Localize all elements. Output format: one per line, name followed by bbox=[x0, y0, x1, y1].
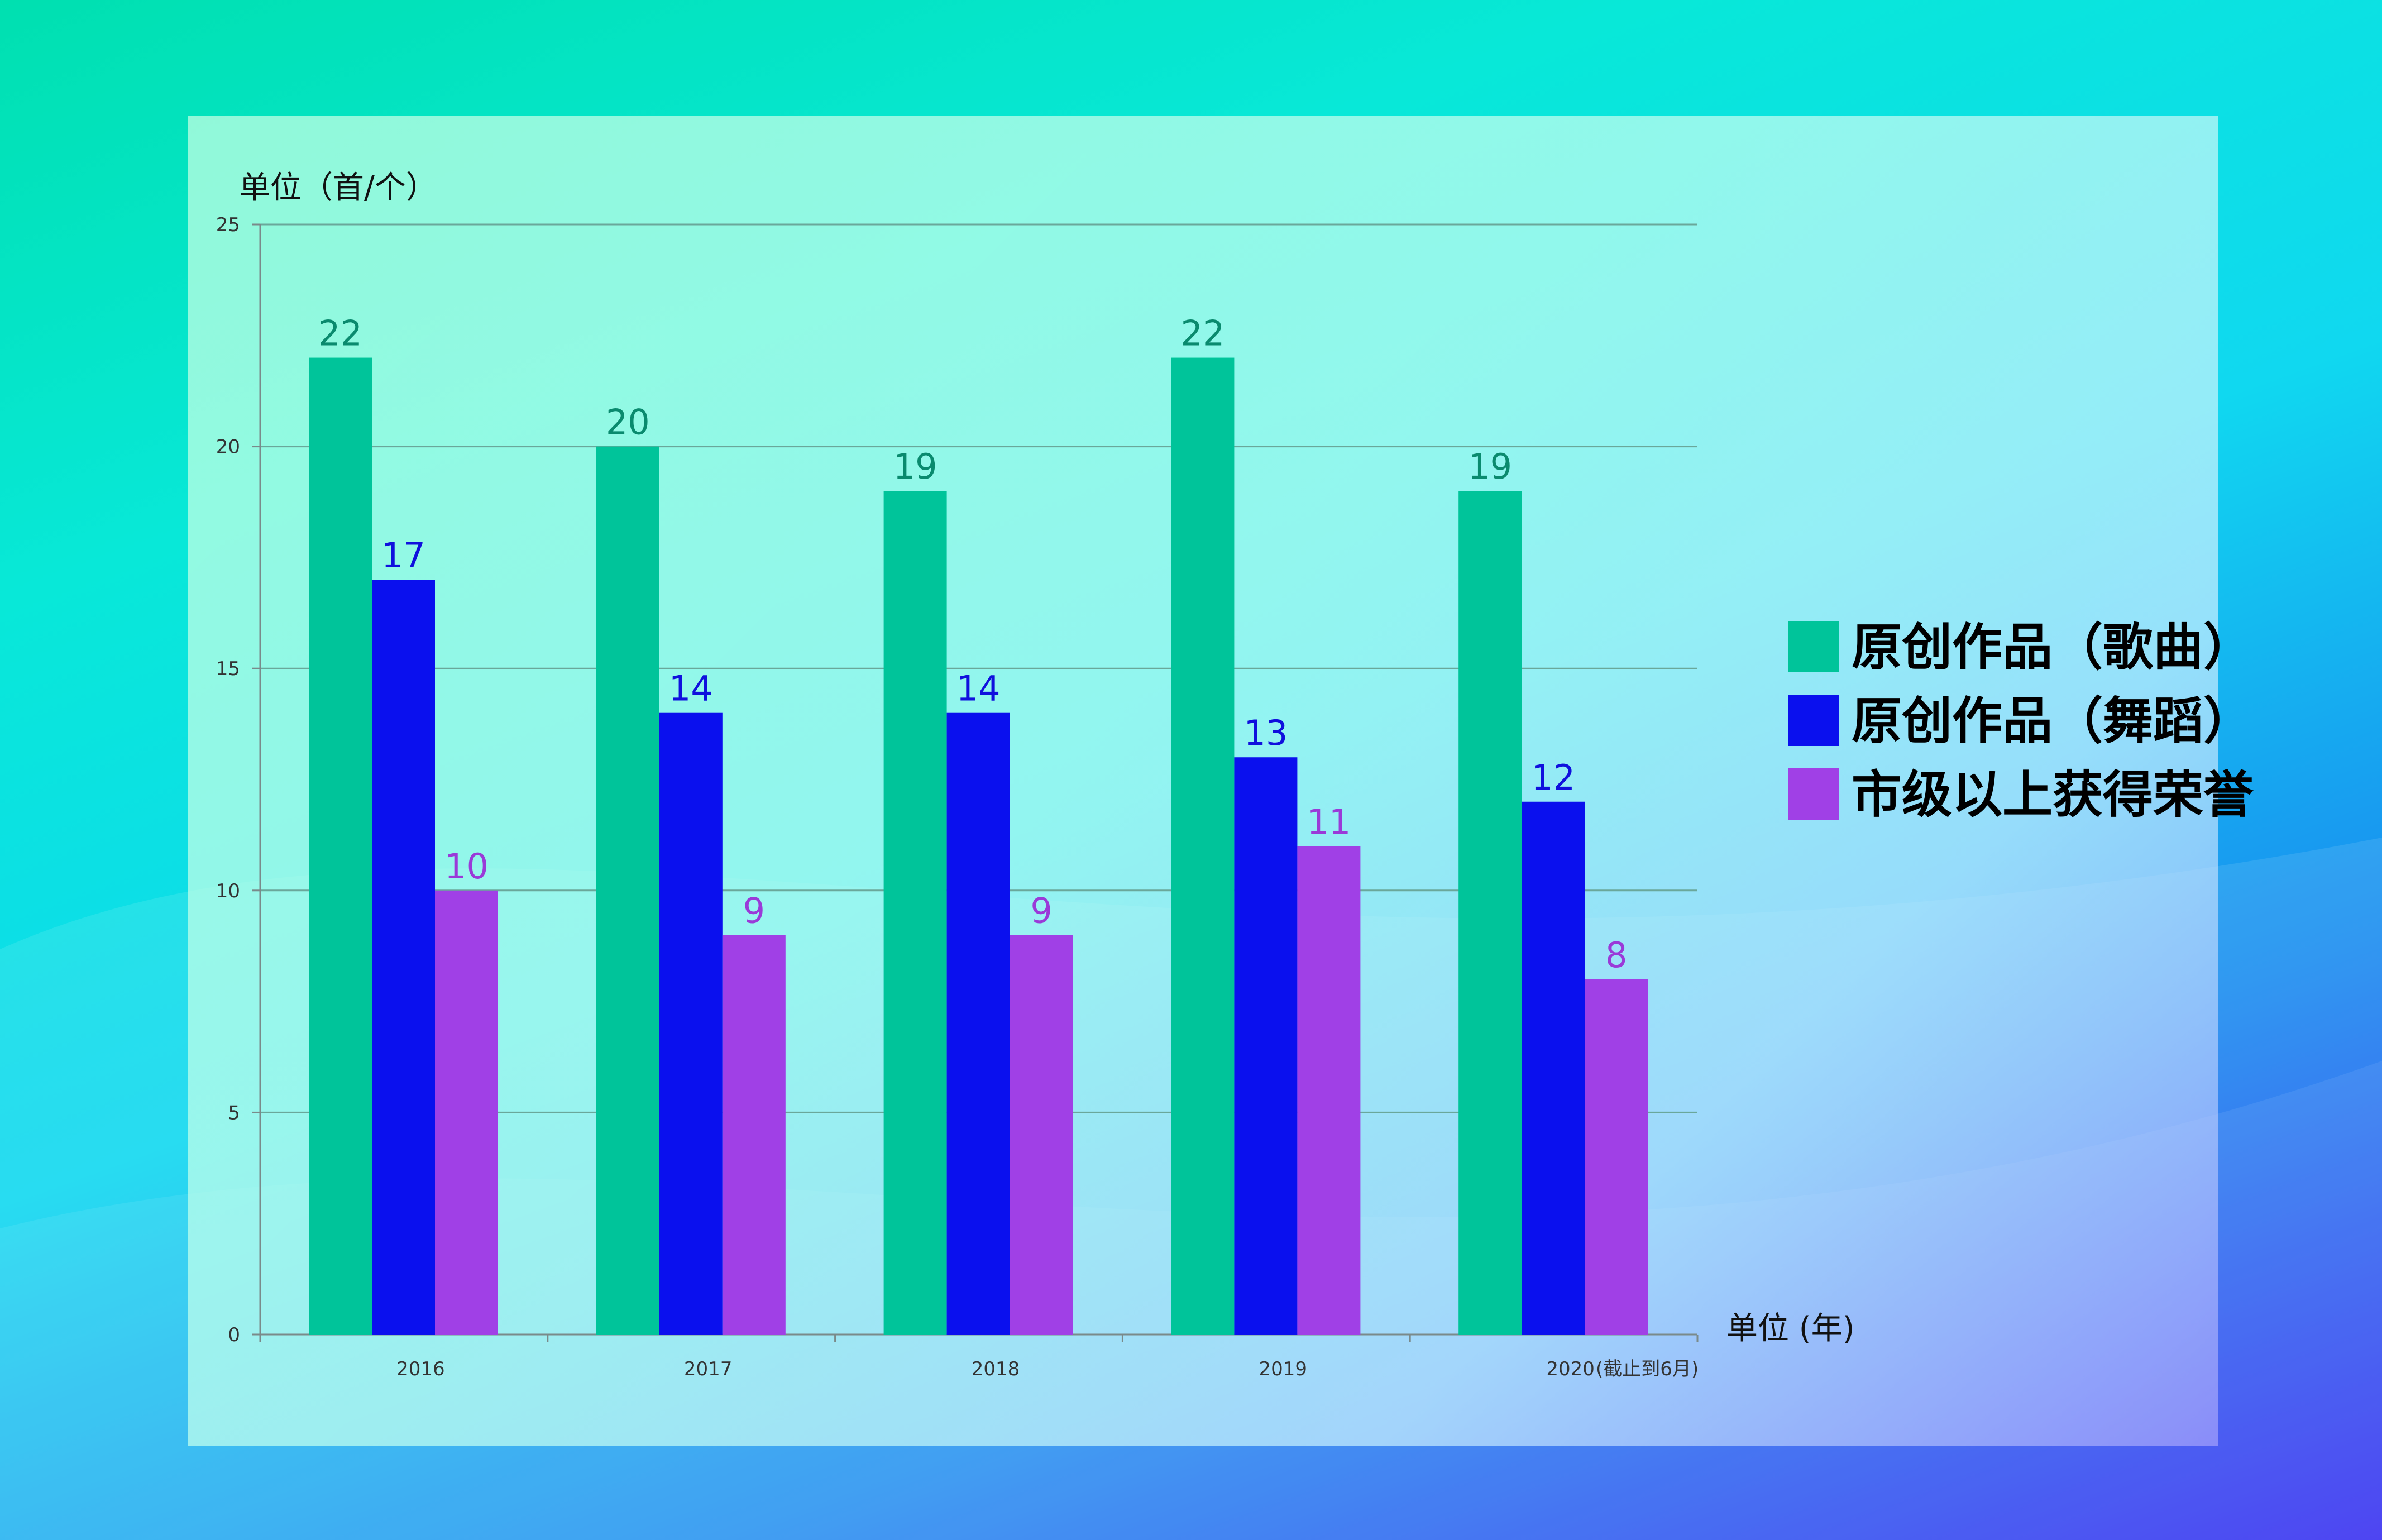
data-label: 22 bbox=[318, 313, 362, 354]
y-tick-label: 0 bbox=[228, 1324, 240, 1346]
data-label: 14 bbox=[669, 668, 713, 709]
x-axis-title: 单位 (年) bbox=[1726, 1311, 1855, 1347]
legend-swatch bbox=[1788, 768, 1839, 820]
data-label: 8 bbox=[1605, 935, 1627, 975]
data-label: 17 bbox=[381, 535, 425, 576]
bar bbox=[883, 491, 947, 1335]
legend-label: 原创作品（舞蹈） bbox=[1852, 692, 2254, 750]
bar bbox=[309, 357, 372, 1335]
y-axis: 0 5 10 15 20 25 bbox=[216, 214, 261, 1346]
data-label: 14 bbox=[956, 668, 1001, 709]
bar bbox=[1171, 357, 1235, 1335]
bar bbox=[1585, 979, 1648, 1335]
bar bbox=[1522, 801, 1585, 1335]
category-note: (截止到6月) bbox=[1596, 1358, 1699, 1380]
bar bbox=[722, 935, 786, 1335]
x-tick-label: 2017 bbox=[684, 1358, 733, 1380]
y-tick-label: 10 bbox=[216, 880, 240, 902]
data-label: 19 bbox=[893, 446, 938, 487]
data-label: 9 bbox=[743, 890, 765, 931]
y-tick-label: 5 bbox=[228, 1102, 240, 1124]
legend-swatch bbox=[1788, 621, 1839, 672]
data-label: 22 bbox=[1180, 313, 1225, 354]
x-tick-label: 2016 bbox=[396, 1358, 445, 1380]
bar bbox=[659, 712, 723, 1335]
y-axis-title: 单位（首/个） bbox=[239, 170, 437, 206]
bars bbox=[309, 357, 1648, 1335]
data-label: 13 bbox=[1243, 712, 1288, 753]
bar bbox=[1234, 757, 1298, 1335]
data-label: 20 bbox=[606, 402, 650, 443]
y-tick-label: 15 bbox=[216, 658, 240, 680]
data-label: 12 bbox=[1531, 757, 1575, 798]
data-label: 10 bbox=[444, 846, 489, 887]
data-label: 19 bbox=[1468, 446, 1512, 487]
legend-label: 原创作品（歌曲） bbox=[1852, 618, 2254, 677]
bar bbox=[946, 712, 1010, 1335]
data-labels: 22 20 19 22 19 17 14 14 13 12 10 9 9 11 8 bbox=[318, 313, 1627, 975]
x-tick-label: 2018 bbox=[972, 1358, 1020, 1380]
x-axis: 2016 2017 2018 2019 2020 bbox=[259, 1335, 1699, 1380]
data-label: 9 bbox=[1030, 890, 1052, 931]
bar bbox=[1297, 846, 1361, 1335]
bar bbox=[1458, 491, 1522, 1335]
bar bbox=[372, 580, 435, 1335]
data-label: 11 bbox=[1307, 801, 1351, 842]
x-tick-label: 2019 bbox=[1259, 1358, 1308, 1380]
x-tick-label: 2020 bbox=[1546, 1358, 1595, 1380]
bar bbox=[596, 446, 659, 1335]
bar bbox=[1010, 935, 1073, 1335]
legend-label: 市级以上获得荣誉 bbox=[1852, 766, 2254, 824]
y-tick-label: 20 bbox=[216, 436, 240, 458]
bar bbox=[435, 890, 498, 1335]
legend-swatch bbox=[1788, 695, 1839, 746]
legend: 原创作品（歌曲） 原创作品（舞蹈） 市级以上获得荣誉 bbox=[1788, 618, 2254, 824]
y-tick-label: 25 bbox=[216, 214, 240, 236]
